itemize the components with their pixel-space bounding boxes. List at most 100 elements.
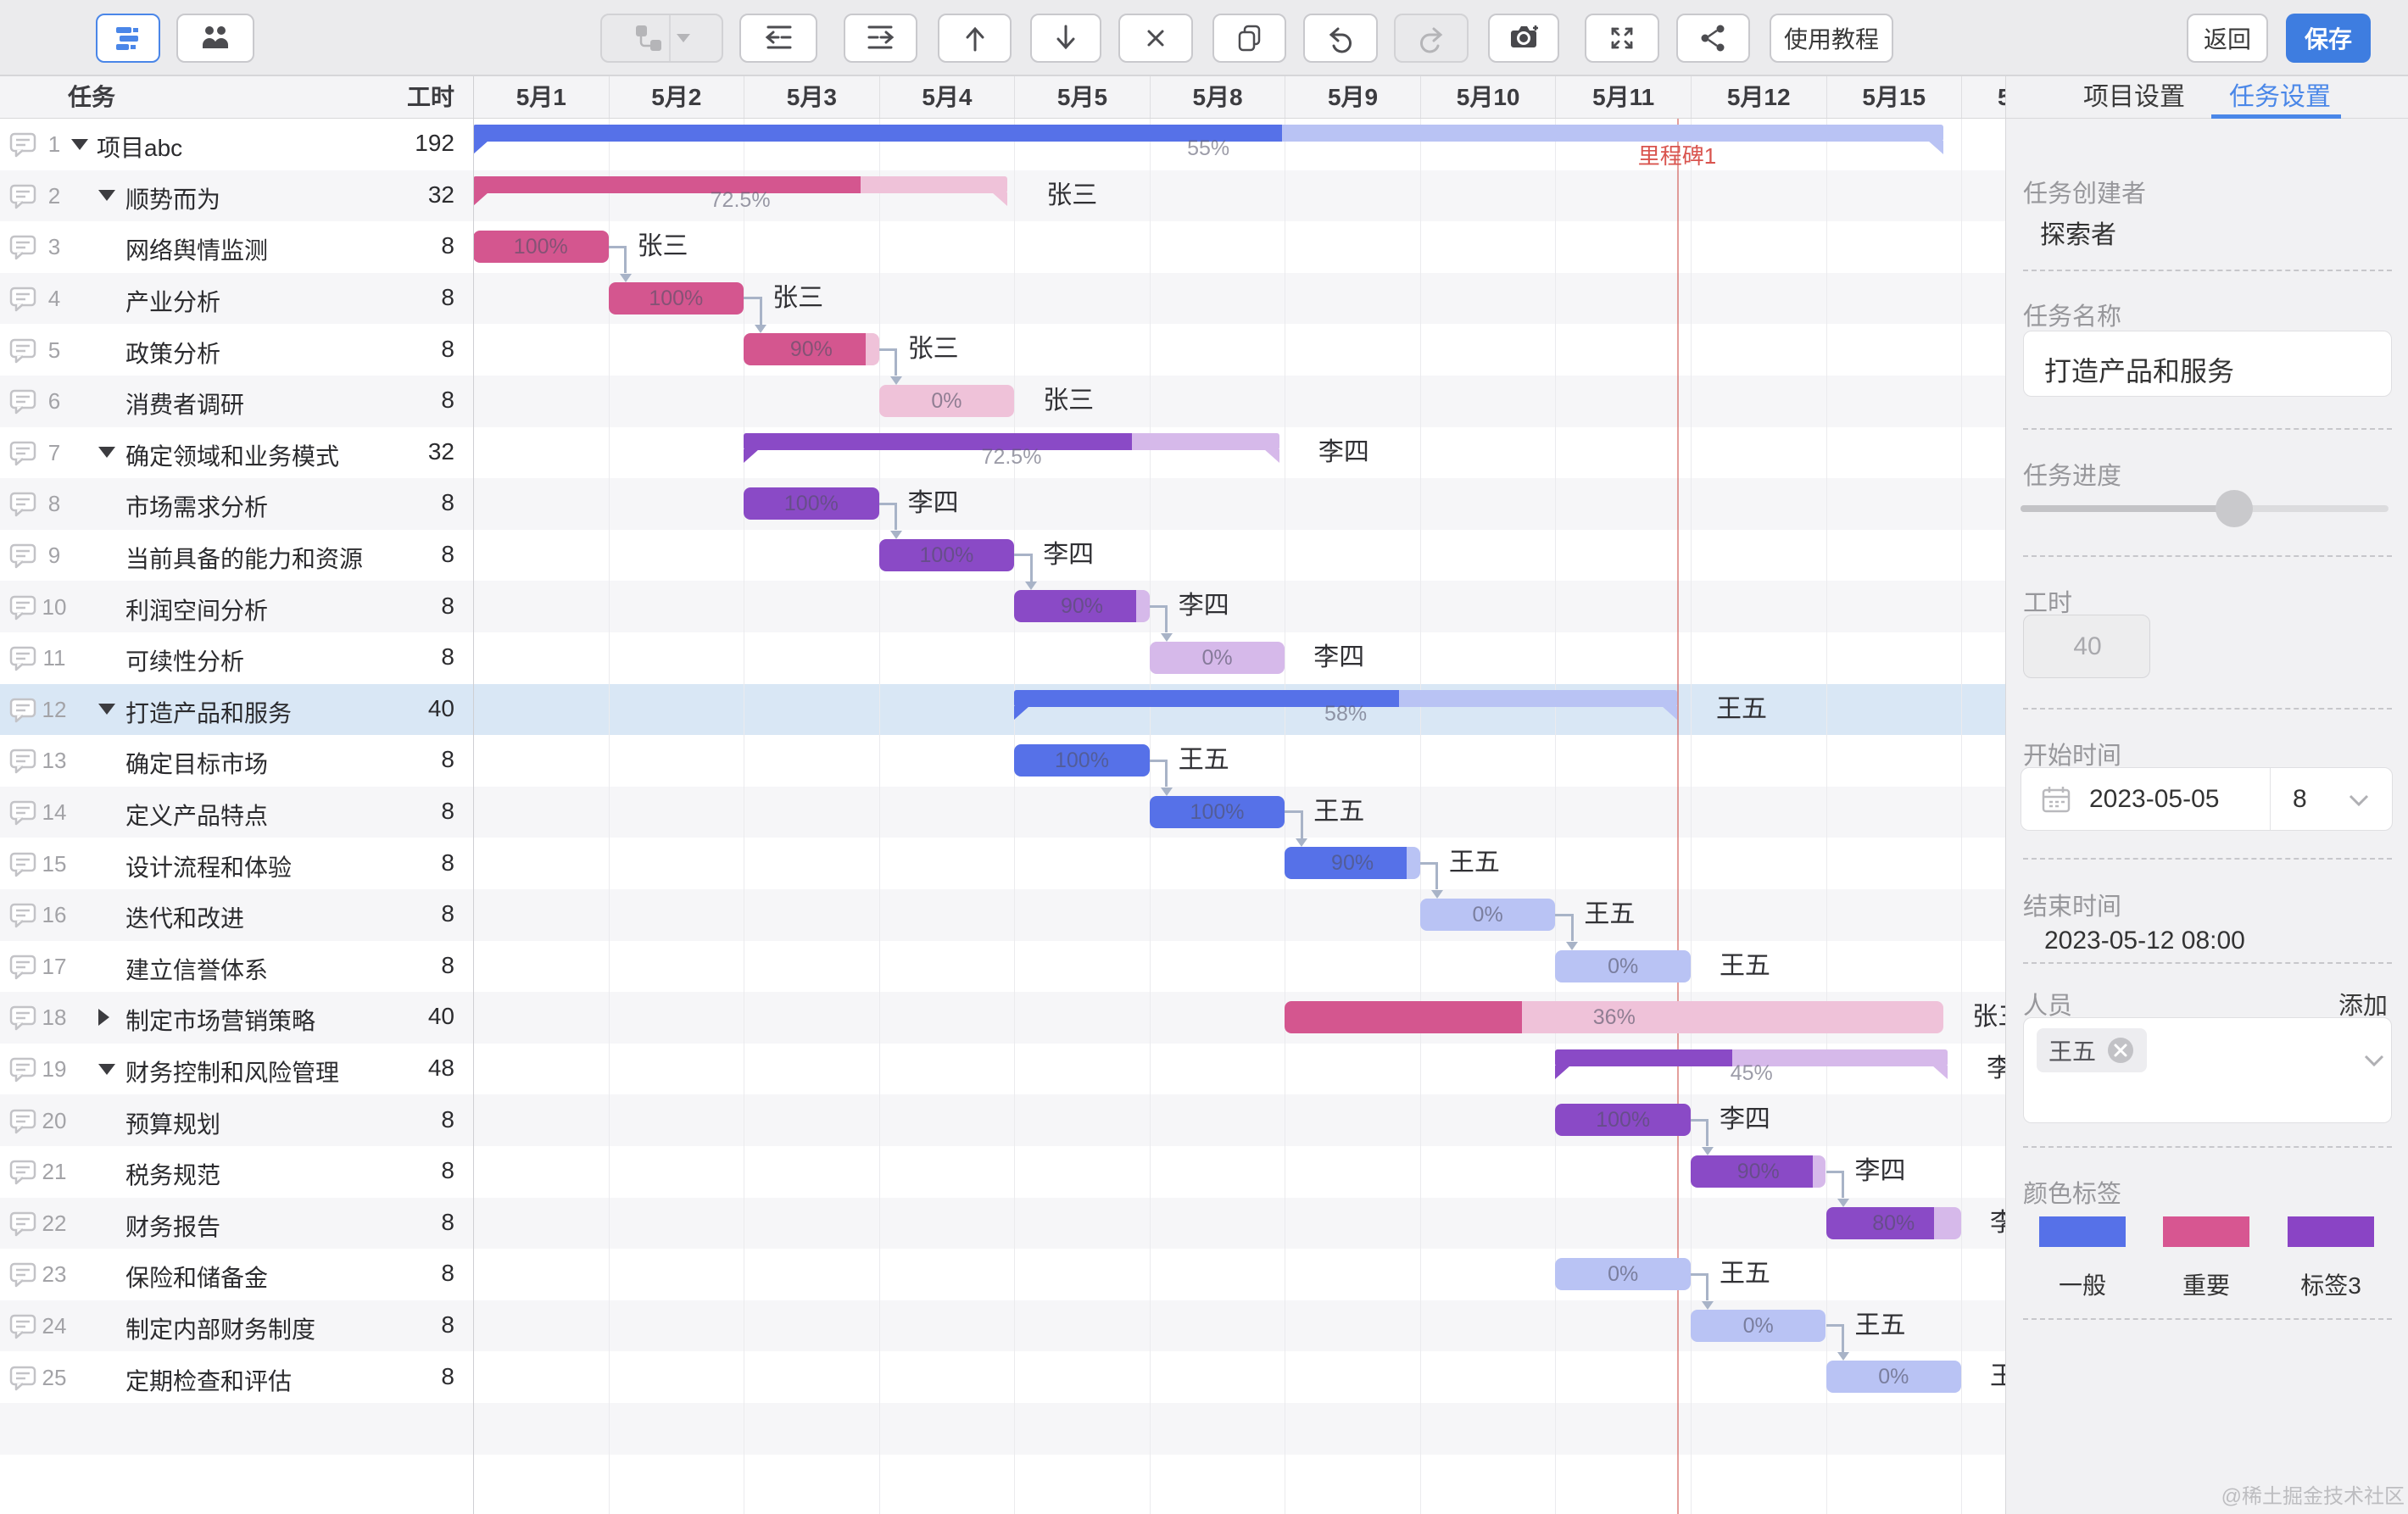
gantt-bar[interactable]: 90% (1285, 847, 1420, 880)
gantt-bar[interactable]: 90% (744, 333, 879, 366)
hours-input[interactable]: 40 (2023, 615, 2150, 678)
gantt-bar[interactable]: 90% (1014, 590, 1150, 623)
task-row[interactable]: 23 保险和储备金 8 (0, 1249, 473, 1300)
task-row[interactable]: 24 制定内部财务制度 8 (0, 1300, 473, 1352)
task-row[interactable]: 19 财务控制和风险管理 48 (0, 1044, 473, 1095)
comment-icon[interactable] (8, 953, 37, 984)
comment-icon[interactable] (8, 490, 37, 521)
comment-icon[interactable] (8, 131, 37, 162)
task-row[interactable]: 4 产业分析 8 (0, 273, 473, 325)
expand-caret-icon[interactable] (98, 1009, 109, 1027)
gantt-summary-bar[interactable] (473, 175, 1008, 193)
gantt-bar[interactable]: 100% (1149, 795, 1285, 828)
tab-project-settings[interactable]: 项目设置 (2083, 83, 2185, 111)
collapse-caret-icon[interactable] (98, 447, 115, 459)
gantt-bar[interactable]: 100% (473, 231, 609, 264)
task-name-input[interactable]: 打造产品和服务 (2023, 331, 2392, 397)
gantt-bar[interactable]: 80% (1826, 1206, 1962, 1239)
progress-slider[interactable] (2021, 490, 2388, 527)
task-row[interactable]: 2 顺势而为 32 (0, 170, 473, 222)
gantt-bar[interactable]: 0% (1690, 1309, 1826, 1342)
comment-icon[interactable] (8, 1364, 37, 1395)
indent-button[interactable] (844, 14, 917, 63)
gantt-bar[interactable]: 100% (744, 487, 879, 520)
task-row[interactable]: 8 市场需求分析 8 (0, 478, 473, 530)
gantt-summary-bar[interactable] (744, 432, 1279, 450)
delete-task-button[interactable] (1118, 14, 1193, 63)
task-row[interactable]: 7 确定领域和业务模式 32 (0, 427, 473, 479)
comment-icon[interactable] (8, 337, 37, 368)
gantt-bar[interactable]: 90% (1690, 1155, 1826, 1188)
task-row[interactable]: 13 确定目标市场 8 (0, 735, 473, 787)
task-row[interactable]: 20 预算规划 8 (0, 1094, 473, 1146)
color-tag-swatch[interactable] (2039, 1216, 2126, 1247)
comment-icon[interactable] (8, 1158, 37, 1189)
comment-icon[interactable] (8, 1210, 37, 1241)
task-row[interactable]: 12 打造产品和服务 40 (0, 684, 473, 736)
tutorial-button[interactable]: 使用教程 (1770, 14, 1893, 63)
gantt-view-button[interactable] (96, 14, 160, 63)
members-box[interactable]: 王五 (2023, 1017, 2392, 1123)
start-hour-value[interactable]: 8 (2293, 785, 2307, 813)
copy-button[interactable] (1212, 14, 1286, 63)
gantt-summary-bar[interactable] (1555, 1049, 1948, 1066)
back-button[interactable]: 返回 (2187, 14, 2268, 63)
comment-icon[interactable] (8, 1261, 37, 1292)
task-row[interactable]: 1 项目abc 192 (0, 119, 473, 170)
remove-member-icon[interactable] (2106, 1036, 2135, 1065)
chevron-down-icon[interactable] (2363, 1054, 2385, 1067)
collapse-caret-icon[interactable] (71, 138, 88, 150)
comment-icon[interactable] (8, 387, 37, 419)
gantt-bar[interactable]: 0% (878, 385, 1015, 417)
task-row[interactable]: 5 政策分析 8 (0, 324, 473, 376)
comment-icon[interactable] (8, 1107, 37, 1138)
comment-icon[interactable] (8, 439, 37, 470)
task-row[interactable]: 22 财务报告 8 (0, 1198, 473, 1250)
collapse-caret-icon[interactable] (98, 1063, 115, 1075)
color-tag-swatch[interactable] (2288, 1216, 2374, 1247)
task-row[interactable]: 17 建立信誉体系 8 (0, 941, 473, 993)
undo-button[interactable] (1303, 14, 1378, 63)
task-row[interactable]: 15 设计流程和体验 8 (0, 838, 473, 889)
gantt-bar[interactable]: 100% (1014, 744, 1150, 777)
comment-icon[interactable] (8, 644, 37, 676)
task-row[interactable]: 14 定义产品特点 8 (0, 787, 473, 838)
outdent-button[interactable] (739, 14, 817, 63)
collapse-caret-icon[interactable] (98, 704, 115, 715)
comment-icon[interactable] (8, 285, 37, 316)
collapse-caret-icon[interactable] (98, 190, 115, 202)
comment-icon[interactable] (8, 542, 37, 573)
comment-icon[interactable] (8, 696, 37, 727)
gantt-bar[interactable]: 0% (1555, 1258, 1691, 1291)
gantt-bar[interactable]: 100% (608, 281, 744, 314)
color-tag-swatch[interactable] (2163, 1216, 2249, 1247)
progress-slider-handle[interactable] (2215, 490, 2253, 527)
fullscreen-button[interactable] (1585, 14, 1659, 63)
comment-icon[interactable] (8, 233, 37, 264)
gantt-bar[interactable]: 0% (1419, 899, 1556, 931)
task-row[interactable]: 6 消费者调研 8 (0, 376, 473, 427)
chevron-down-icon[interactable] (2348, 793, 2370, 807)
task-row[interactable]: 9 当前具备的能力和资源 8 (0, 530, 473, 582)
task-row[interactable]: 16 迭代和改进 8 (0, 889, 473, 941)
task-row[interactable]: 18 制定市场营销策略 40 (0, 992, 473, 1044)
gantt-bar[interactable]: 0% (1555, 949, 1691, 982)
task-row[interactable]: 21 税务规范 8 (0, 1146, 473, 1198)
start-time-input[interactable]: 2023-05-05 8 (2021, 767, 2393, 831)
team-view-button[interactable] (176, 14, 254, 63)
comment-icon[interactable] (8, 1312, 37, 1344)
comment-icon[interactable] (8, 850, 37, 882)
add-member-link[interactable]: 添加 (2338, 993, 2388, 1020)
gantt-summary-bar[interactable] (1014, 689, 1677, 707)
gantt-bar[interactable]: 100% (1555, 1104, 1691, 1137)
screenshot-button[interactable] (1488, 14, 1559, 63)
comment-icon[interactable] (8, 799, 37, 830)
task-row[interactable]: 11 可续性分析 8 (0, 632, 473, 684)
comment-icon[interactable] (8, 182, 37, 214)
move-down-button[interactable] (1030, 14, 1101, 63)
move-up-button[interactable] (938, 14, 1012, 63)
save-button[interactable]: 保存 (2286, 14, 2371, 63)
gantt-bar[interactable]: 36% (1285, 1001, 1944, 1034)
task-row[interactable]: 3 网络舆情监测 8 (0, 221, 473, 273)
share-button[interactable] (1676, 14, 1750, 63)
